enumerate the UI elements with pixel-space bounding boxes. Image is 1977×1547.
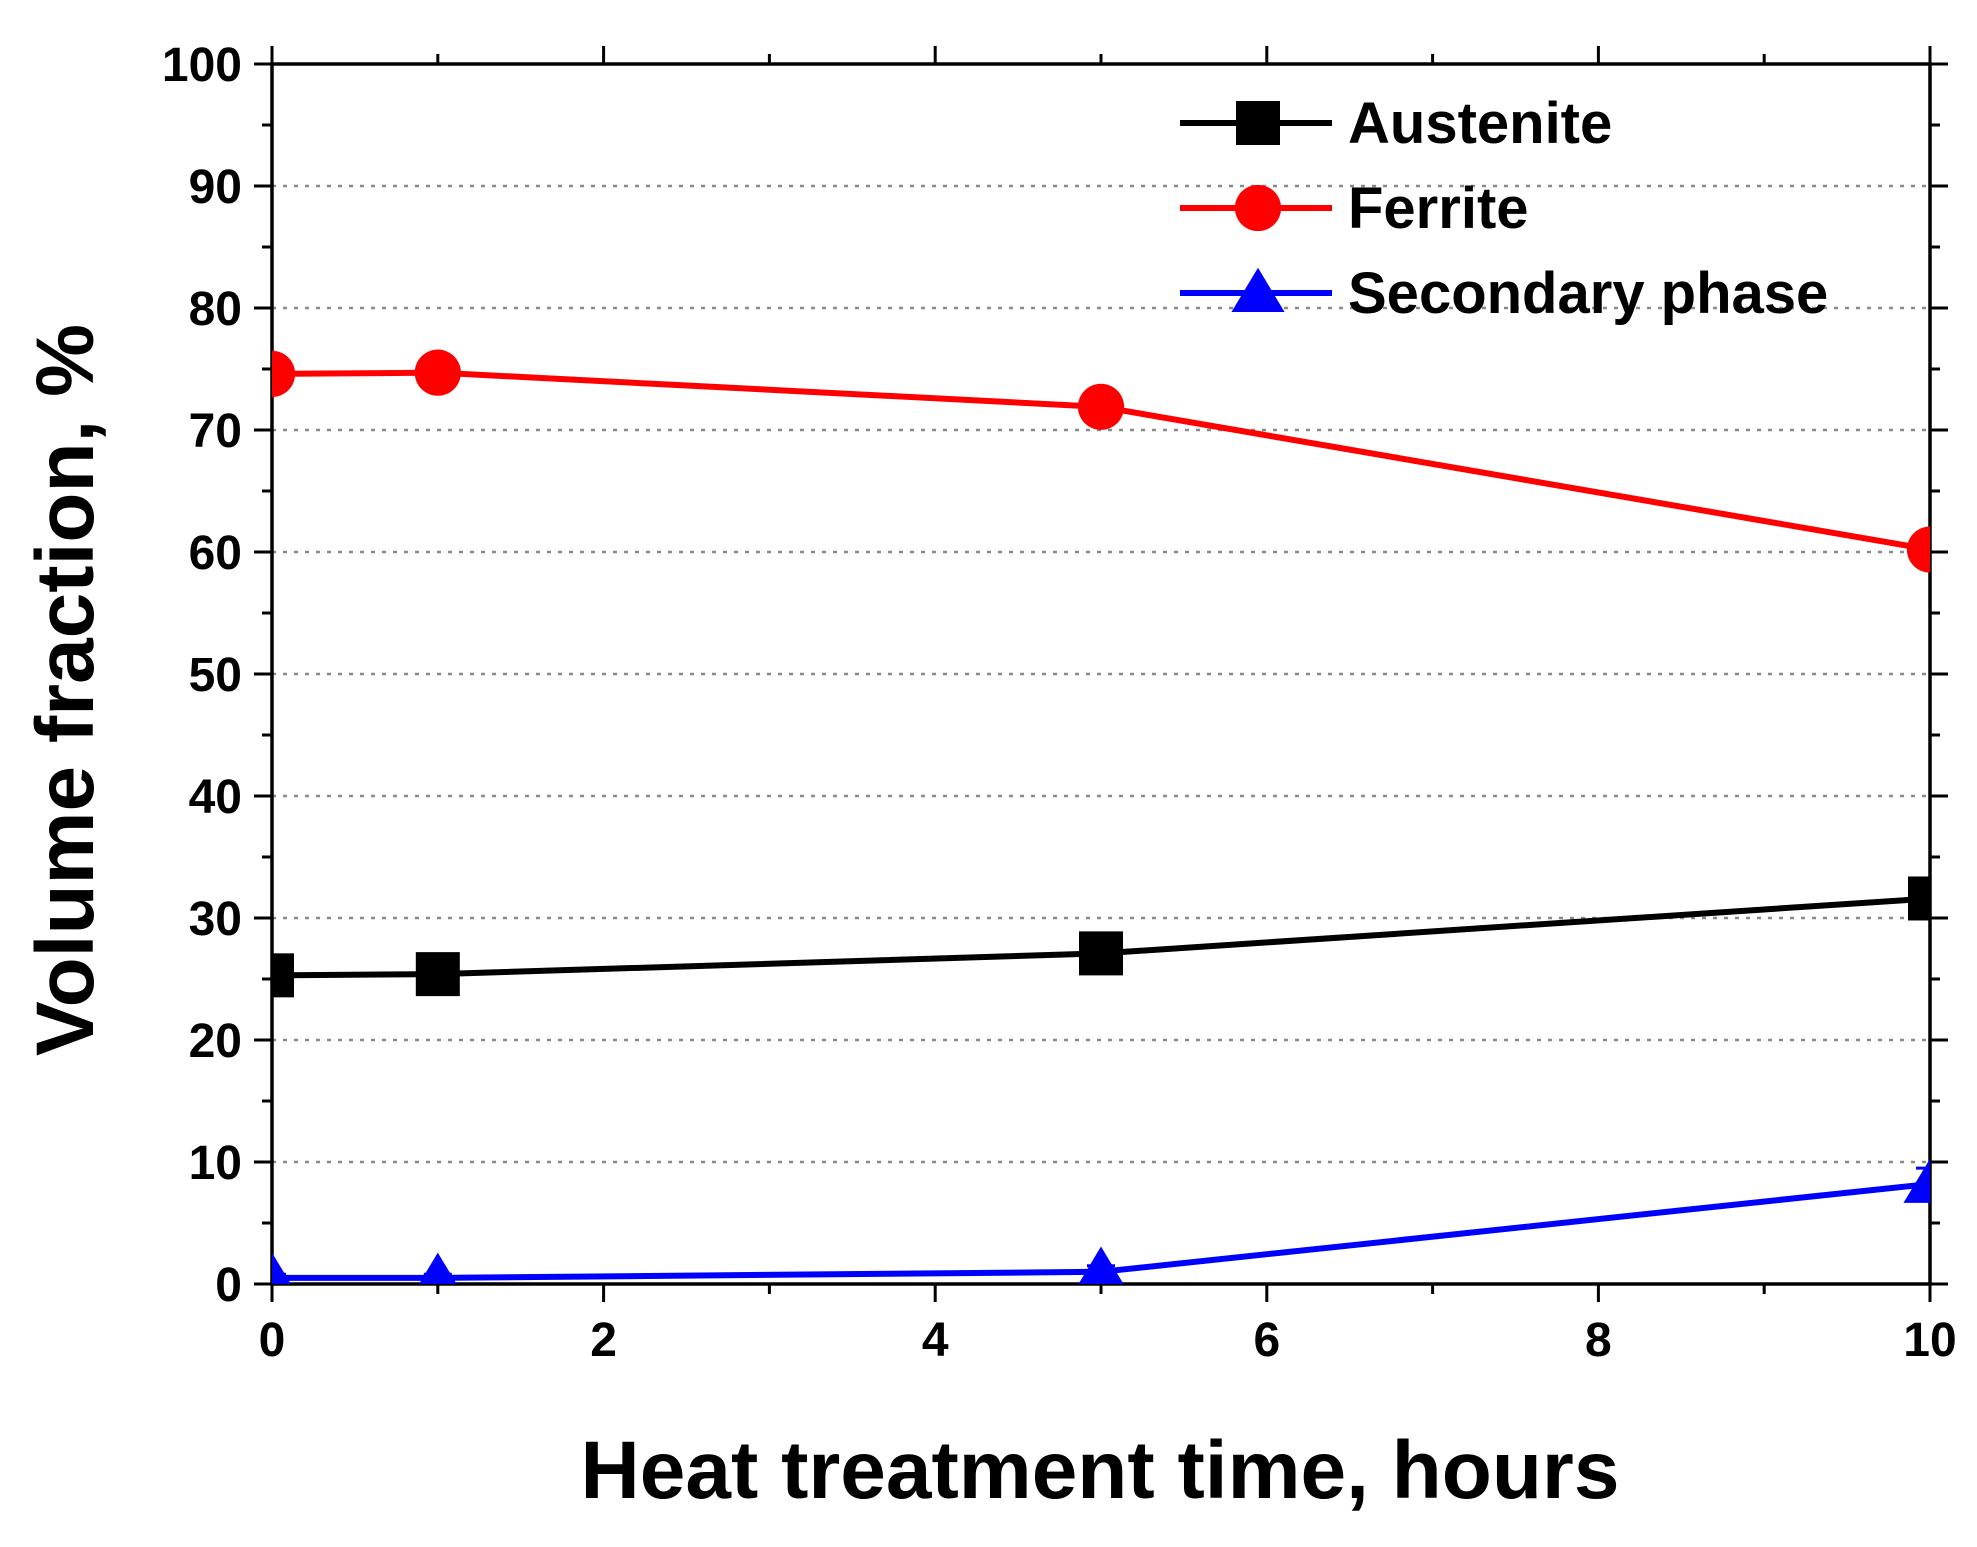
y-tick-label: 50 bbox=[189, 649, 242, 702]
legend: Austenite Ferrite Secondary phase bbox=[1180, 91, 1828, 326]
y-axis-title: Volume fraction, % bbox=[20, 324, 111, 1056]
legend-label: Austenite bbox=[1348, 91, 1612, 156]
y-tick-label: 80 bbox=[189, 283, 242, 336]
y-tick-label: 30 bbox=[189, 893, 242, 946]
legend-marker bbox=[1231, 267, 1285, 312]
y-tick-label: 20 bbox=[189, 1015, 242, 1068]
x-axis-title: Heat treatment time, hours bbox=[581, 1425, 1620, 1516]
data-point bbox=[272, 953, 294, 998]
data-point bbox=[1908, 876, 1930, 921]
x-tick-label: 6 bbox=[1253, 1314, 1280, 1367]
y-tick-label: 40 bbox=[189, 771, 242, 824]
series-secondary-phase bbox=[272, 1158, 1930, 1284]
data-point bbox=[1079, 931, 1123, 976]
x-tick-label: 10 bbox=[1903, 1314, 1956, 1367]
data-point bbox=[272, 1252, 291, 1284]
y-tick-label: 10 bbox=[189, 1137, 242, 1190]
legend-item-ferrite: Ferrite bbox=[1180, 176, 1529, 241]
series-layer bbox=[272, 349, 1930, 1284]
data-point bbox=[1077, 383, 1125, 430]
series-line bbox=[272, 369, 1930, 553]
data-point bbox=[1078, 1246, 1124, 1284]
series-line bbox=[272, 1180, 1930, 1281]
y-tick-label: 0 bbox=[215, 1259, 242, 1312]
legend-label: Ferrite bbox=[1348, 176, 1529, 241]
legend-marker bbox=[1234, 184, 1282, 232]
x-tick-label: 2 bbox=[590, 1314, 617, 1367]
series-line bbox=[272, 895, 1930, 979]
y-tick-label: 70 bbox=[189, 405, 242, 458]
data-point bbox=[272, 350, 296, 397]
x-tick-label: 8 bbox=[1585, 1314, 1612, 1367]
series-austenite bbox=[272, 876, 1930, 998]
data-point bbox=[1903, 1158, 1930, 1203]
grid-layer bbox=[272, 184, 1930, 1164]
data-point bbox=[415, 952, 460, 997]
y-tick-label: 90 bbox=[189, 161, 242, 214]
y-tick-label: 60 bbox=[189, 527, 242, 580]
x-tick-label: 4 bbox=[922, 1314, 949, 1367]
legend-label: Secondary phase bbox=[1348, 261, 1828, 326]
data-point bbox=[414, 349, 461, 396]
data-point bbox=[1906, 526, 1930, 573]
y-tick-label: 100 bbox=[162, 39, 242, 92]
data-point bbox=[418, 1252, 457, 1284]
legend-item-austenite: Austenite bbox=[1180, 91, 1612, 156]
legend-marker bbox=[1236, 101, 1280, 145]
x-tick-label: 0 bbox=[259, 1314, 286, 1367]
legend-item-secondary-phase: Secondary phase bbox=[1180, 261, 1828, 326]
series-ferrite bbox=[272, 349, 1930, 573]
axes-layer: 0 10 20 30 40 50 60 70 80 90 100 0 2 4 6 8 10 bbox=[162, 39, 1957, 1367]
